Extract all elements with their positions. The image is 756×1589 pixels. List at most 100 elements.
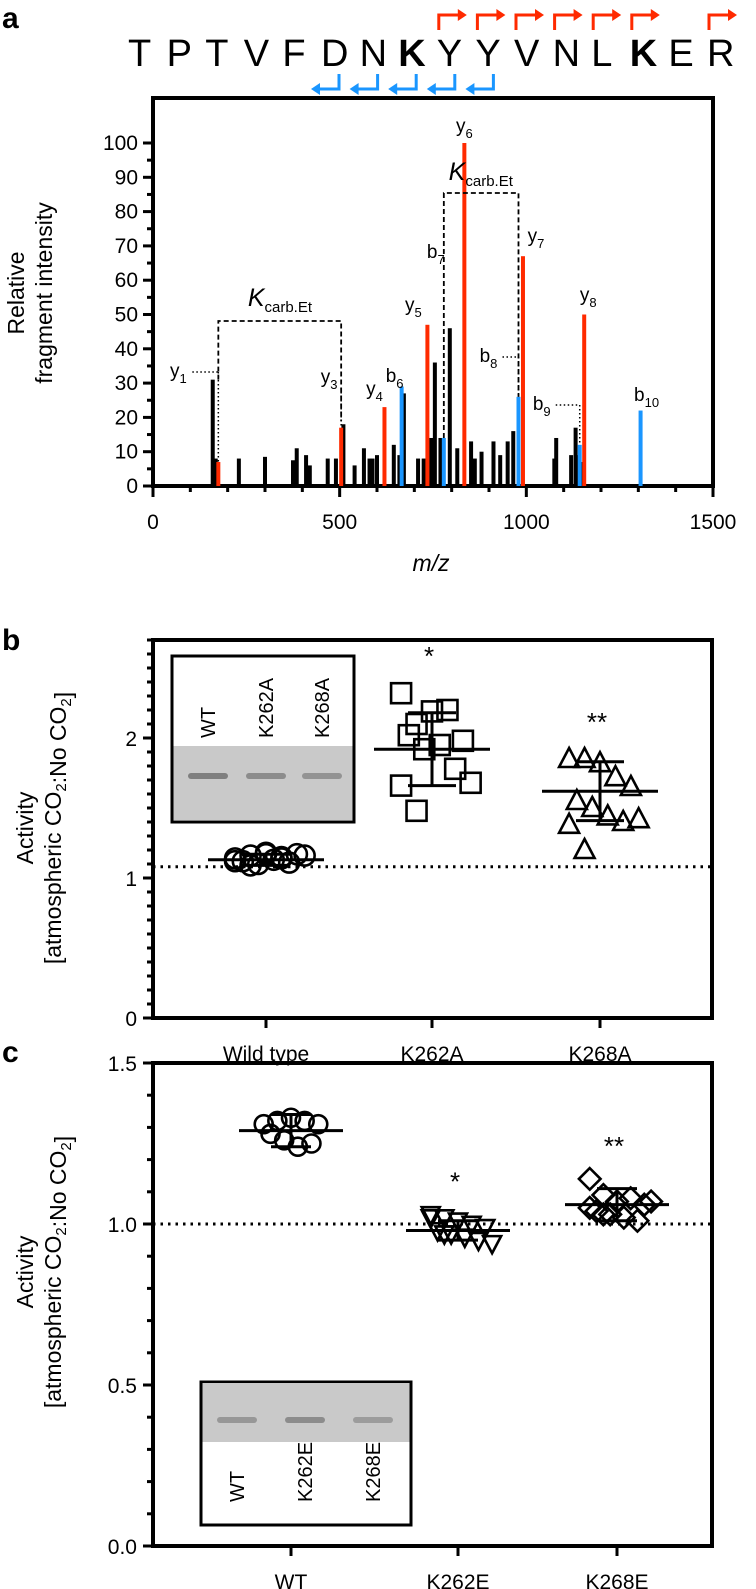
y-arrowhead xyxy=(728,9,737,21)
peak-bar xyxy=(397,455,402,486)
lane-label: K268A xyxy=(312,677,334,738)
peak-bar xyxy=(469,441,474,486)
peak-bar xyxy=(294,448,299,486)
residue-Y: Y xyxy=(437,33,462,75)
category-label: K268E xyxy=(585,1571,648,1589)
y-axis-label: Activity[atmospheric CO2:No CO2] xyxy=(12,692,76,964)
peak-bar xyxy=(370,458,375,486)
data-point xyxy=(293,844,316,867)
significance-marker: * xyxy=(424,641,434,671)
y-tick-label: 0.5 xyxy=(108,1375,137,1398)
gel-band xyxy=(302,773,342,779)
y-arrowhead xyxy=(496,9,506,21)
residue-T: T xyxy=(205,33,228,75)
peak-bar xyxy=(325,458,330,486)
y1-bar xyxy=(216,461,221,486)
y-tick-label: 70 xyxy=(115,235,138,258)
gel-band xyxy=(246,773,286,779)
data-point xyxy=(556,745,582,769)
lane-label: K268E xyxy=(363,1442,385,1502)
peak-bar xyxy=(472,458,477,486)
data-point xyxy=(580,794,605,818)
peak-bar xyxy=(491,441,496,486)
b-arrowhead xyxy=(426,83,436,95)
data-point xyxy=(443,757,467,781)
kcarb-label-1: Kcarb.Et xyxy=(248,284,313,316)
data-point xyxy=(389,681,413,705)
significance-marker: * xyxy=(450,1166,460,1196)
peak-bar xyxy=(498,455,503,486)
y-tick-label: 80 xyxy=(115,201,138,224)
peak-bar xyxy=(352,465,357,486)
category-label: K262A xyxy=(400,1043,463,1066)
data-point xyxy=(307,1113,329,1135)
x-tick-label: 1500 xyxy=(690,511,737,534)
y-tick-label: 10 xyxy=(115,441,138,464)
b-fragment-arrow xyxy=(394,74,418,91)
category-label: K262E xyxy=(426,1571,489,1589)
kcarb-annotations: Kcarb.Et Kcarb.Et xyxy=(192,158,581,462)
y3-label: y3 xyxy=(321,367,338,392)
data-point xyxy=(617,1185,644,1211)
y-axis-label: Relativefragment intensity xyxy=(3,202,57,384)
b-fragment-arrow xyxy=(317,74,341,91)
y6-label: y6 xyxy=(456,116,473,141)
residue-N: N xyxy=(360,33,387,75)
lane-label: WT xyxy=(198,707,220,738)
data-point xyxy=(583,1198,610,1224)
peak-bar xyxy=(554,437,559,486)
y-tick-label: 1.0 xyxy=(108,1214,137,1237)
data-point xyxy=(428,733,452,757)
y-tick-label: 20 xyxy=(115,406,138,429)
gel-band xyxy=(217,1417,257,1423)
data-point xyxy=(397,723,421,747)
residue-K: K xyxy=(398,33,426,75)
data-point xyxy=(626,805,651,829)
residue-R: R xyxy=(707,33,734,75)
peak-bar xyxy=(210,379,215,486)
peak-bar xyxy=(391,444,396,486)
y6-bar xyxy=(462,143,467,486)
category-label: WT xyxy=(275,1571,308,1589)
y-tick-label: 1 xyxy=(125,868,137,891)
b-fragment-arrow xyxy=(471,74,495,91)
residue-V: V xyxy=(244,33,270,75)
peak-bar xyxy=(213,458,218,486)
data-point xyxy=(577,1166,603,1192)
residue-K: K xyxy=(630,33,658,75)
peak-bar xyxy=(438,437,443,486)
y5-bar xyxy=(425,324,430,486)
data-point xyxy=(433,1209,456,1231)
data-point xyxy=(480,1234,504,1257)
b9-label: b9 xyxy=(533,394,551,419)
y5-label: y5 xyxy=(405,295,422,320)
data-point xyxy=(595,802,620,826)
peak-bar xyxy=(375,455,379,486)
y-arrowhead xyxy=(535,9,544,21)
y-axis-label: Activity[atmospheric CO2:No CO2] xyxy=(12,1136,76,1408)
b-arrowhead xyxy=(388,83,398,95)
ion-labels: y1 y3 y4 y5 y6 y7 y8 b6 b7 b8 b9 b10 xyxy=(170,116,659,419)
peak-bar xyxy=(291,460,295,486)
y-fragment-arrow xyxy=(437,13,461,30)
fragment-arrows xyxy=(311,9,737,95)
peak-bar xyxy=(432,362,437,486)
activity-plot-c: 0.0 0.5 1.0 1.5 WT K262E K268E Activity[atmosph… xyxy=(12,1053,714,1589)
y-fragment-arrow xyxy=(475,13,500,30)
residue-V: V xyxy=(514,33,540,75)
b7-bar xyxy=(441,437,446,486)
peak-bar xyxy=(455,448,460,486)
y4-label: y4 xyxy=(366,379,383,404)
x-axis-label: m/z xyxy=(412,550,450,576)
plot-frame xyxy=(151,1061,714,1548)
y-arrowhead xyxy=(650,9,660,21)
y-tick-label: 60 xyxy=(115,269,138,292)
activity-plot-b: 0 1 2 Wild type K262A K268A Activity[atmospher… xyxy=(12,638,714,1066)
peak-bar xyxy=(304,455,309,486)
significance-marker: ** xyxy=(587,707,607,737)
y-fragment-arrow xyxy=(553,13,577,30)
data-point xyxy=(564,787,589,811)
lane-label: K262E xyxy=(295,1442,317,1502)
b-fragment-arrow xyxy=(355,74,380,91)
